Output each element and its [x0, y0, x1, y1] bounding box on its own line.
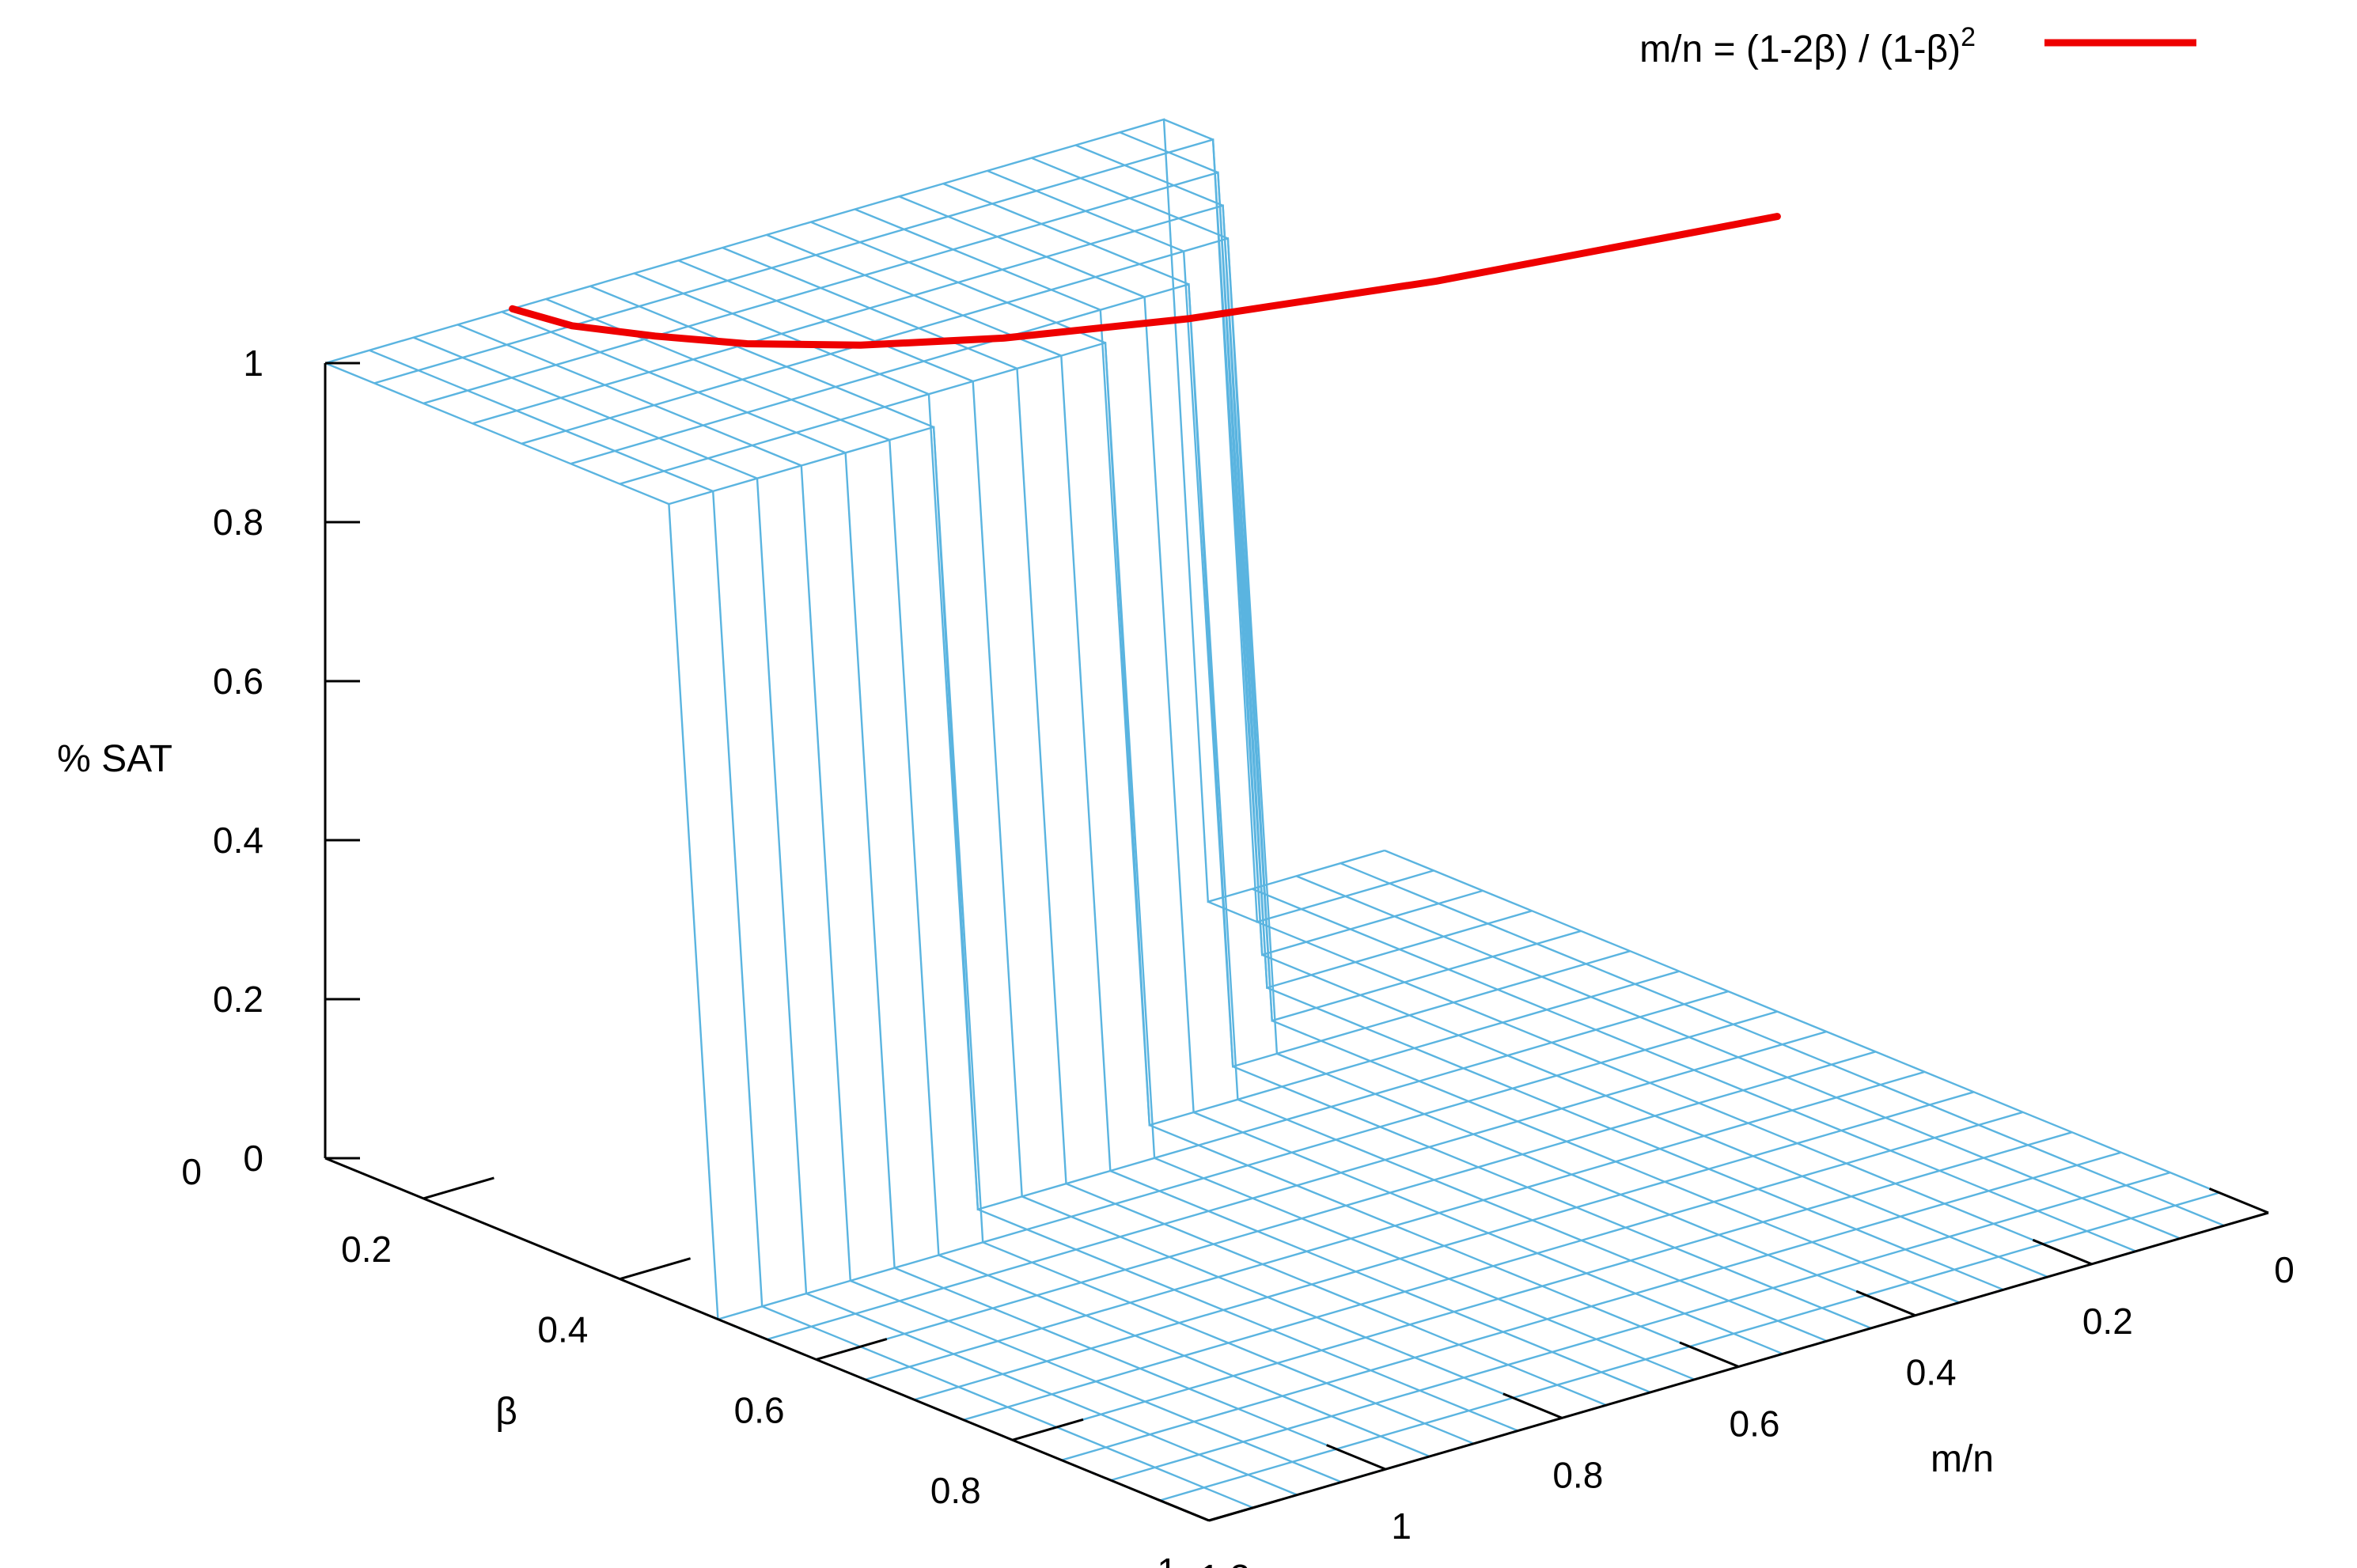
mesh-line-mn: [589, 285, 1475, 1445]
beta-tick: [1012, 1418, 1084, 1441]
mesh-line-mn: [369, 349, 1254, 1509]
corner-tick-label: 0: [181, 1151, 202, 1192]
mesh-line-mn: [855, 208, 1739, 1368]
y-axis-title: β: [495, 1391, 517, 1433]
mesh-line-beta: [1012, 1131, 2073, 1441]
mesh-line-mn: [1163, 118, 2048, 1278]
z-tick-label: 0.2: [213, 979, 263, 1020]
mesh-line-mn: [545, 297, 1430, 1458]
beta-tick: [816, 1338, 888, 1361]
beta-tick-label: 1: [1157, 1551, 1177, 1568]
mn-tick: [1149, 1495, 1210, 1522]
mn-tick-label: 0.8: [1552, 1454, 1603, 1495]
mn-tick-label: 0.6: [1730, 1403, 1780, 1445]
mesh-line-beta: [963, 1111, 2024, 1421]
mesh-line-beta: [767, 1030, 1827, 1341]
beta-tick: [619, 1257, 692, 1281]
mn-tick-label: 0: [2274, 1249, 2294, 1290]
z-tick-label: 0.8: [213, 502, 263, 543]
mesh-line-mn: [457, 324, 1342, 1483]
mesh-line-mn: [324, 362, 1210, 1522]
z-tick-label: 1: [243, 343, 263, 384]
mn-tick: [1679, 1341, 1740, 1368]
mesh-line-mn: [942, 182, 1828, 1343]
z-tick-label: 0.6: [213, 661, 263, 702]
z-axis-title: % SAT: [57, 738, 172, 780]
legend-label-main: m/n = (1-2β) / (1-β): [1639, 28, 1961, 70]
mesh-line-beta: [423, 171, 1484, 956]
mesh-line-beta: [1110, 1171, 2171, 1482]
x-axis-title: m/n: [1931, 1438, 1994, 1480]
mesh-line-beta: [324, 118, 1385, 903]
legend-label: m/n = (1-2β) / (1-β)2: [1639, 22, 1976, 70]
mn-tick: [1326, 1444, 1386, 1471]
mesh-line-beta: [865, 1070, 1925, 1381]
mesh-line-mn: [677, 259, 1563, 1419]
mesh-line-beta: [669, 426, 1729, 1211]
mesh-line-beta: [472, 204, 1533, 990]
mn-tick: [1855, 1290, 1916, 1317]
curve-layer: [509, 213, 1781, 349]
beta-tick-label: 0.2: [341, 1229, 392, 1270]
mesh-line-mn: [987, 169, 1872, 1330]
mesh-line-mn: [501, 311, 1386, 1471]
mesh-line-beta: [521, 237, 1582, 1022]
legend: m/n = (1-2β) / (1-β)2: [1639, 22, 2196, 70]
mesh-line-beta: [373, 138, 1434, 923]
mn-tick: [2208, 1187, 2269, 1214]
beta-tick-label: 0.6: [734, 1389, 785, 1430]
beta-tick: [423, 1176, 495, 1200]
beta-axis-line: [324, 1157, 1210, 1522]
mesh-line-beta: [1061, 1151, 2122, 1461]
mesh-line-beta: [570, 282, 1631, 1068]
mesh-line-mn: [634, 272, 1518, 1432]
mn-tick: [2032, 1238, 2093, 1266]
tick-labels: 0 0.2 0.4 0.6 0.8 1 0 0.2 0.4 0.6 0.8 1 0 0.2 0.4 0.6 0.…: [181, 343, 2294, 1568]
mesh-line-mn: [898, 195, 1783, 1355]
z-tick-label: 0: [243, 1138, 263, 1179]
mesh-line-beta: [914, 1091, 1975, 1401]
mesh-line-beta: [619, 341, 1680, 1127]
mn-tick: [1502, 1392, 1563, 1419]
mesh-line-mn: [766, 233, 1651, 1394]
surface-mesh: [324, 118, 2269, 1522]
mesh-line-beta: [816, 1051, 1876, 1361]
mesh-line-mn: [1031, 157, 1916, 1316]
threshold-curve: [509, 213, 1781, 349]
mn-tick-label: 1.2: [1199, 1557, 1250, 1568]
mesh-line-mn: [722, 246, 1607, 1407]
mn-tick-label: 0.2: [2082, 1301, 2133, 1342]
mn-tick-label: 0.4: [1906, 1352, 1957, 1393]
axes: [324, 362, 2269, 1522]
mn-tick-label: 1: [1391, 1506, 1412, 1547]
beta-tick-label: 0.8: [930, 1470, 981, 1511]
beta-tick-label: 0.4: [537, 1309, 588, 1350]
legend-label-superscript: 2: [1961, 22, 1976, 52]
mesh-line-beta: [718, 1010, 1778, 1320]
z-tick-label: 0.4: [213, 820, 263, 861]
